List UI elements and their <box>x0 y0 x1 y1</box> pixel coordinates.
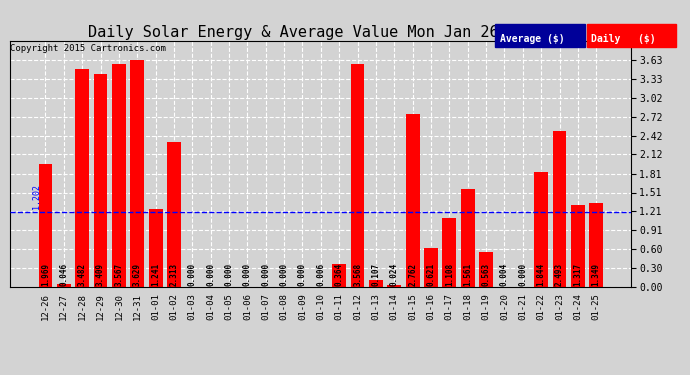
Bar <box>57 284 70 287</box>
Bar <box>534 172 548 287</box>
Text: Average ($): Average ($) <box>500 34 564 44</box>
Text: Copyright 2015 Cartronics.com: Copyright 2015 Cartronics.com <box>10 44 166 52</box>
Text: 0.563: 0.563 <box>482 262 491 286</box>
Bar <box>589 202 603 287</box>
Text: 0.000: 0.000 <box>518 262 527 286</box>
Text: 0.000: 0.000 <box>279 262 288 286</box>
Bar <box>424 248 438 287</box>
Bar <box>94 74 108 287</box>
Text: 1.349: 1.349 <box>592 262 601 286</box>
Text: 0.000: 0.000 <box>224 262 233 286</box>
Text: 0.024: 0.024 <box>390 262 399 286</box>
Bar <box>442 217 456 287</box>
Bar <box>314 286 328 287</box>
Text: 2.313: 2.313 <box>170 262 179 286</box>
Text: 1.317: 1.317 <box>573 262 582 286</box>
Bar <box>479 252 493 287</box>
Text: 0.000: 0.000 <box>206 262 215 286</box>
Text: 3.568: 3.568 <box>353 262 362 286</box>
Bar <box>461 189 475 287</box>
Bar <box>75 69 89 287</box>
Bar <box>553 131 566 287</box>
Bar <box>406 114 420 287</box>
Bar <box>387 285 401 287</box>
Bar <box>369 280 383 287</box>
Text: 1.108: 1.108 <box>445 262 454 286</box>
Text: 3.409: 3.409 <box>96 262 105 286</box>
Text: 2.762: 2.762 <box>408 262 417 286</box>
Bar <box>149 209 163 287</box>
Text: 1.969: 1.969 <box>41 262 50 286</box>
Bar <box>167 142 181 287</box>
Text: 0.000: 0.000 <box>298 262 307 286</box>
Text: 3.482: 3.482 <box>78 262 87 286</box>
Text: 0.107: 0.107 <box>371 262 380 286</box>
Title: Daily Solar Energy & Average Value Mon Jan 26 16:32: Daily Solar Energy & Average Value Mon J… <box>88 25 553 40</box>
Text: 1.241: 1.241 <box>151 262 160 286</box>
Text: Daily   ($): Daily ($) <box>591 34 656 44</box>
Text: 1.561: 1.561 <box>463 262 472 286</box>
Text: 2.493: 2.493 <box>555 262 564 286</box>
Bar <box>39 164 52 287</box>
Text: 0.006: 0.006 <box>316 262 326 286</box>
Text: 0.004: 0.004 <box>500 262 509 286</box>
Bar <box>571 205 584 287</box>
Text: 1.202: 1.202 <box>32 184 41 209</box>
Text: 0.621: 0.621 <box>426 262 435 286</box>
Bar <box>333 264 346 287</box>
Text: 0.046: 0.046 <box>59 262 68 286</box>
Text: 0.000: 0.000 <box>188 262 197 286</box>
Text: 3.567: 3.567 <box>115 262 124 286</box>
Text: 0.000: 0.000 <box>262 262 270 286</box>
Bar <box>351 64 364 287</box>
Bar <box>112 64 126 287</box>
Text: 1.844: 1.844 <box>537 262 546 286</box>
Text: 0.000: 0.000 <box>243 262 252 286</box>
Bar <box>130 60 144 287</box>
Text: 0.364: 0.364 <box>335 262 344 286</box>
Text: 3.629: 3.629 <box>132 262 141 286</box>
